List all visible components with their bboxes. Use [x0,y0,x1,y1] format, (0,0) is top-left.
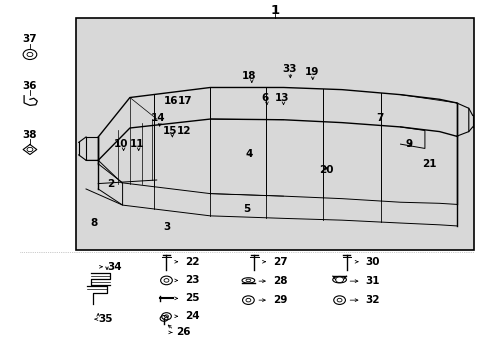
Text: 4: 4 [245,149,253,159]
Text: 3: 3 [163,222,170,232]
Text: 1: 1 [269,4,279,17]
Text: 30: 30 [365,257,379,267]
Text: 20: 20 [319,165,333,175]
Text: 37: 37 [22,35,37,44]
FancyBboxPatch shape [76,18,473,250]
Text: 19: 19 [304,67,318,77]
Text: 32: 32 [365,295,379,305]
Text: 25: 25 [184,293,199,303]
Text: 22: 22 [184,257,199,267]
Text: 17: 17 [177,96,192,106]
Text: 34: 34 [107,262,122,272]
Text: 9: 9 [405,139,412,149]
Text: 2: 2 [107,179,114,189]
Text: 36: 36 [22,81,37,91]
Text: 28: 28 [272,276,286,286]
Text: 29: 29 [272,295,286,305]
Text: 5: 5 [243,204,250,215]
Text: 10: 10 [114,139,128,149]
Text: 13: 13 [275,93,289,103]
Text: 12: 12 [177,126,191,135]
Text: 38: 38 [22,130,37,140]
Text: 35: 35 [98,314,113,324]
Text: 23: 23 [184,275,199,285]
Text: 16: 16 [163,96,178,106]
Text: 21: 21 [422,159,436,169]
Text: 33: 33 [282,64,296,74]
Text: 7: 7 [376,113,383,123]
Text: 14: 14 [150,113,164,123]
Text: 27: 27 [272,257,287,267]
Text: 24: 24 [184,311,199,321]
Text: 31: 31 [365,276,379,286]
Text: 26: 26 [176,327,190,337]
Text: 15: 15 [163,126,177,135]
Text: 11: 11 [129,139,143,149]
Text: 18: 18 [242,71,256,81]
Text: 6: 6 [261,93,268,103]
Text: 8: 8 [90,218,98,228]
